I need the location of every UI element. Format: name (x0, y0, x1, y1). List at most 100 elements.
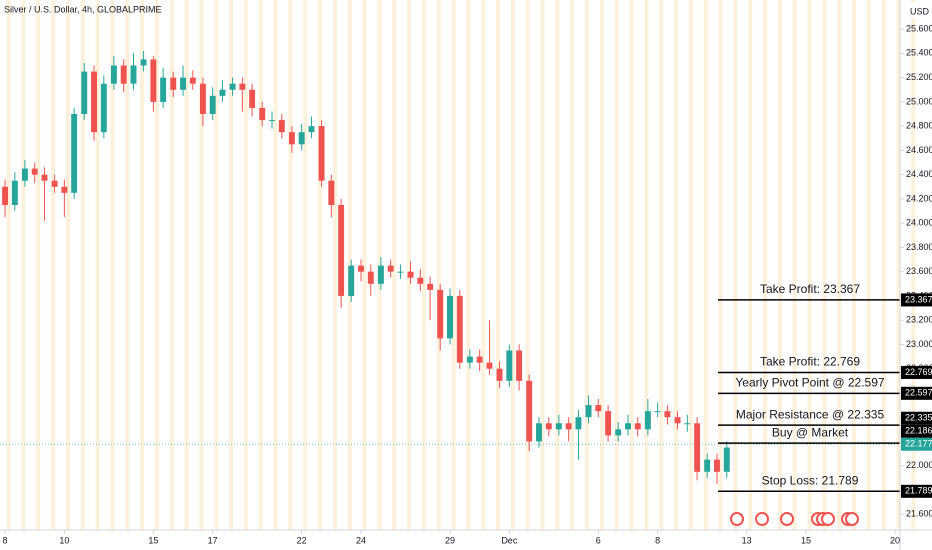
candle-body (466, 356, 473, 363)
session-stripe (65, 0, 70, 530)
candle-body (397, 271, 404, 273)
y-tick-label: 23.600 (906, 266, 932, 276)
candle-body (259, 107, 266, 121)
candle-body (2, 186, 9, 205)
candle-body (209, 95, 216, 115)
candle-body (496, 368, 503, 381)
x-tick-label: Dec (501, 535, 518, 545)
session-stripe (629, 0, 634, 530)
candle-body (447, 295, 453, 339)
candle-body (199, 83, 206, 115)
candle-body (21, 168, 28, 181)
y-tick-label: 25.000 (906, 96, 932, 106)
y-tick-label: 24.200 (906, 193, 932, 203)
candle-body (288, 132, 295, 145)
candle-body (516, 350, 523, 381)
session-stripe (80, 0, 85, 530)
x-tick-label: 8 (655, 535, 660, 545)
x-tick-label: 29 (445, 535, 455, 545)
price-label: 22.186 (905, 426, 932, 436)
session-stripe (451, 0, 456, 530)
candle-body (684, 423, 691, 425)
price-label-bg (901, 365, 932, 379)
x-tick-label: 15 (801, 535, 811, 545)
session-stripe (688, 0, 693, 530)
y-tick-label: 25.200 (906, 72, 932, 82)
candle-body (634, 423, 641, 430)
x-tick-label: 20 (890, 535, 900, 545)
y-tick-label: 22.000 (906, 460, 932, 470)
level-label: Stop Loss: 21.789 (762, 473, 859, 487)
x-tick-label: 24 (356, 535, 366, 545)
x-tick-label: 13 (742, 535, 752, 545)
candle-body (110, 65, 117, 84)
price-label: 21.789 (905, 486, 932, 496)
session-stripe (407, 0, 412, 530)
session-stripe (555, 0, 560, 530)
session-stripe (510, 0, 515, 530)
candle-body (565, 423, 572, 430)
candle-body (328, 180, 335, 205)
session-stripe (644, 0, 649, 530)
session-stripe (481, 0, 486, 530)
price-label: 22.177 (905, 439, 932, 449)
y-tick-label: 23.800 (906, 242, 932, 252)
candle-body (486, 362, 493, 369)
x-tick-label: 10 (59, 535, 69, 545)
candle-body (338, 204, 345, 296)
session-stripe (436, 0, 441, 530)
session-stripe (540, 0, 545, 530)
candle-body (100, 83, 107, 133)
candle-body (308, 126, 315, 133)
candle-body (219, 89, 226, 96)
session-stripe (792, 0, 797, 530)
session-stripe (585, 0, 590, 530)
candle-body (704, 459, 711, 472)
session-stripe (777, 0, 782, 530)
price-label-bg (901, 424, 932, 438)
session-stripe (881, 0, 886, 530)
candle-body (625, 423, 631, 430)
session-stripes (6, 0, 916, 530)
candle-body (130, 65, 137, 84)
candle-body (417, 277, 424, 284)
session-stripe (866, 0, 871, 530)
session-stripe (347, 0, 352, 530)
session-stripe (763, 0, 768, 530)
candle-body (229, 83, 236, 90)
candle-body (269, 120, 275, 122)
x-tick-label: 15 (148, 535, 158, 545)
session-stripe (332, 0, 337, 530)
candle-body (278, 120, 285, 133)
candle-body (536, 423, 542, 442)
candle-body (348, 265, 355, 296)
y-tick-label: 21.600 (906, 509, 932, 519)
session-stripe (258, 0, 263, 530)
candle-body (367, 271, 374, 284)
candle-body (555, 423, 562, 430)
y-tick-label: 25.600 (906, 23, 932, 33)
candle-body (714, 459, 720, 472)
candle-body (239, 83, 246, 90)
chart-title: Silver / U.S. Dollar, 4h, GLOBALPRIME (4, 4, 162, 14)
session-stripe (377, 0, 382, 530)
candle-body (723, 447, 730, 472)
currency: USD (910, 6, 930, 16)
session-stripe (199, 0, 204, 530)
price-label: 22.335 (905, 413, 932, 423)
candle-body (71, 114, 78, 193)
session-stripe (614, 0, 619, 530)
session-stripe (852, 0, 857, 530)
candle-body (298, 132, 305, 145)
session-stripe (125, 0, 130, 530)
candle-body (694, 423, 701, 472)
level-label: Major Resistance @ 22.335 (736, 407, 885, 421)
session-stripe (599, 0, 604, 530)
session-stripe (288, 0, 293, 530)
candle-body (506, 350, 513, 381)
session-stripe (896, 0, 901, 530)
session-stripe (184, 0, 189, 530)
candle-body (61, 186, 68, 193)
level-label: Yearly Pivot Point @ 22.597 (735, 375, 884, 389)
candle-body (11, 180, 18, 205)
